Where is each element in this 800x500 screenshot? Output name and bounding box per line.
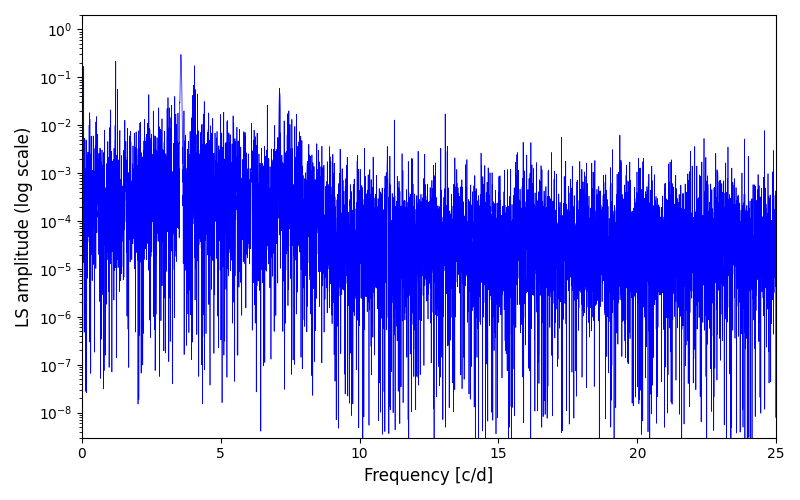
Y-axis label: LS amplitude (log scale): LS amplitude (log scale): [15, 126, 33, 326]
X-axis label: Frequency [c/d]: Frequency [c/d]: [364, 467, 494, 485]
